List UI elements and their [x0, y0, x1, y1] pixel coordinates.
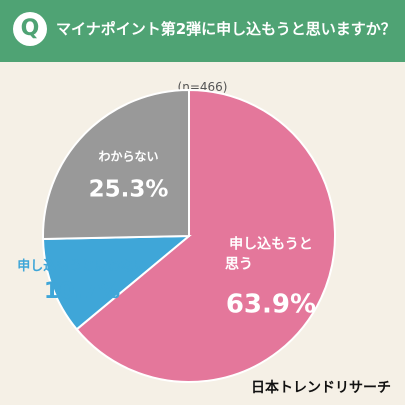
question-badge: Q: [13, 12, 47, 46]
chart-title: マイナポイント第2弾に申し込もうと思いますか？: [56, 20, 396, 38]
header-bar: Q マイナポイント第2弾に申し込もうと思いますか？: [0, 0, 405, 62]
pie-slice-1: [42, 234, 192, 331]
pie-slice-2: [42, 88, 190, 241]
pie-slice-0: [75, 88, 336, 383]
slice-label-2: わからない: [99, 150, 159, 164]
slice-label-0: 申し込もうと思う: [225, 235, 313, 272]
slice-value-1: 10.7%: [44, 279, 120, 304]
source-credit: 日本トレンドリサーチ: [251, 380, 391, 396]
slice-value-2: 25.3%: [89, 177, 169, 203]
slice-label-1: 申し込もうと思わない: [17, 258, 147, 274]
slice-value-0: 63.9%: [226, 289, 316, 319]
